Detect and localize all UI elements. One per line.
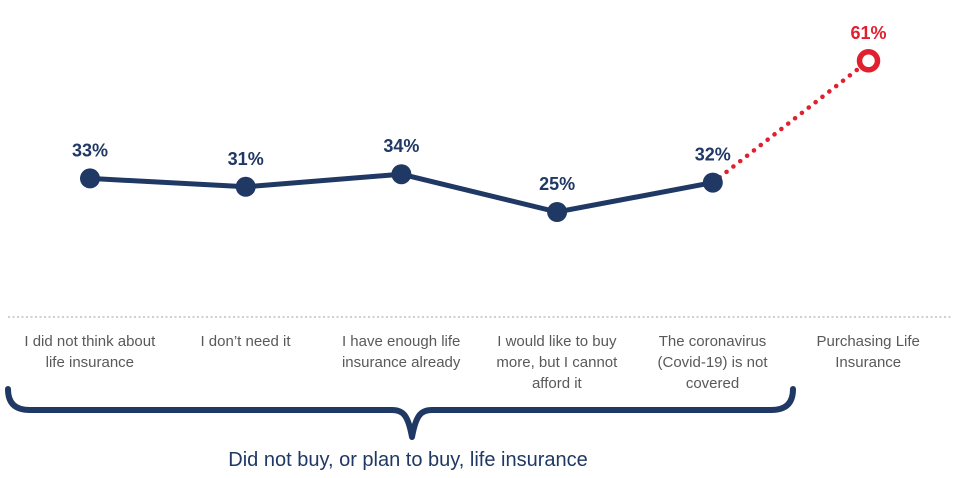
category-label-5: The coronavirus (Covid-19) is not covere… bbox=[657, 333, 768, 392]
category-label-4: I would like to buy more, but I cannot a… bbox=[496, 333, 618, 392]
data-label-2: 31% bbox=[228, 149, 264, 169]
data-label-5: 32% bbox=[695, 145, 731, 165]
category-label-6: Purchasing Life Insurance bbox=[816, 333, 920, 371]
brace-annotation: Did not buy, or plan to buy, life insura… bbox=[228, 449, 588, 471]
brace bbox=[5, 386, 796, 440]
data-point-highlight bbox=[856, 49, 881, 73]
x-axis-labels: I did not think about life insurance I d… bbox=[12, 331, 946, 394]
category-label-2: I don’t need it bbox=[200, 333, 291, 350]
series-layer: 33% 31% 34% 25% 32% 61% bbox=[72, 23, 887, 222]
data-point-1 bbox=[80, 168, 100, 189]
series-line-purchasing bbox=[710, 58, 871, 185]
category-label-3: I have enough life insurance already bbox=[341, 333, 461, 371]
data-point-2 bbox=[235, 176, 256, 197]
data-label-3: 34% bbox=[383, 136, 419, 156]
data-point-3 bbox=[391, 164, 412, 185]
data-point-5 bbox=[702, 172, 723, 193]
category-label-1: I did not think about life insurance bbox=[24, 333, 156, 371]
data-point-4 bbox=[547, 202, 568, 222]
data-label-6: 61% bbox=[850, 23, 886, 43]
data-label-1: 33% bbox=[72, 140, 108, 160]
data-label-4: 25% bbox=[539, 174, 575, 194]
